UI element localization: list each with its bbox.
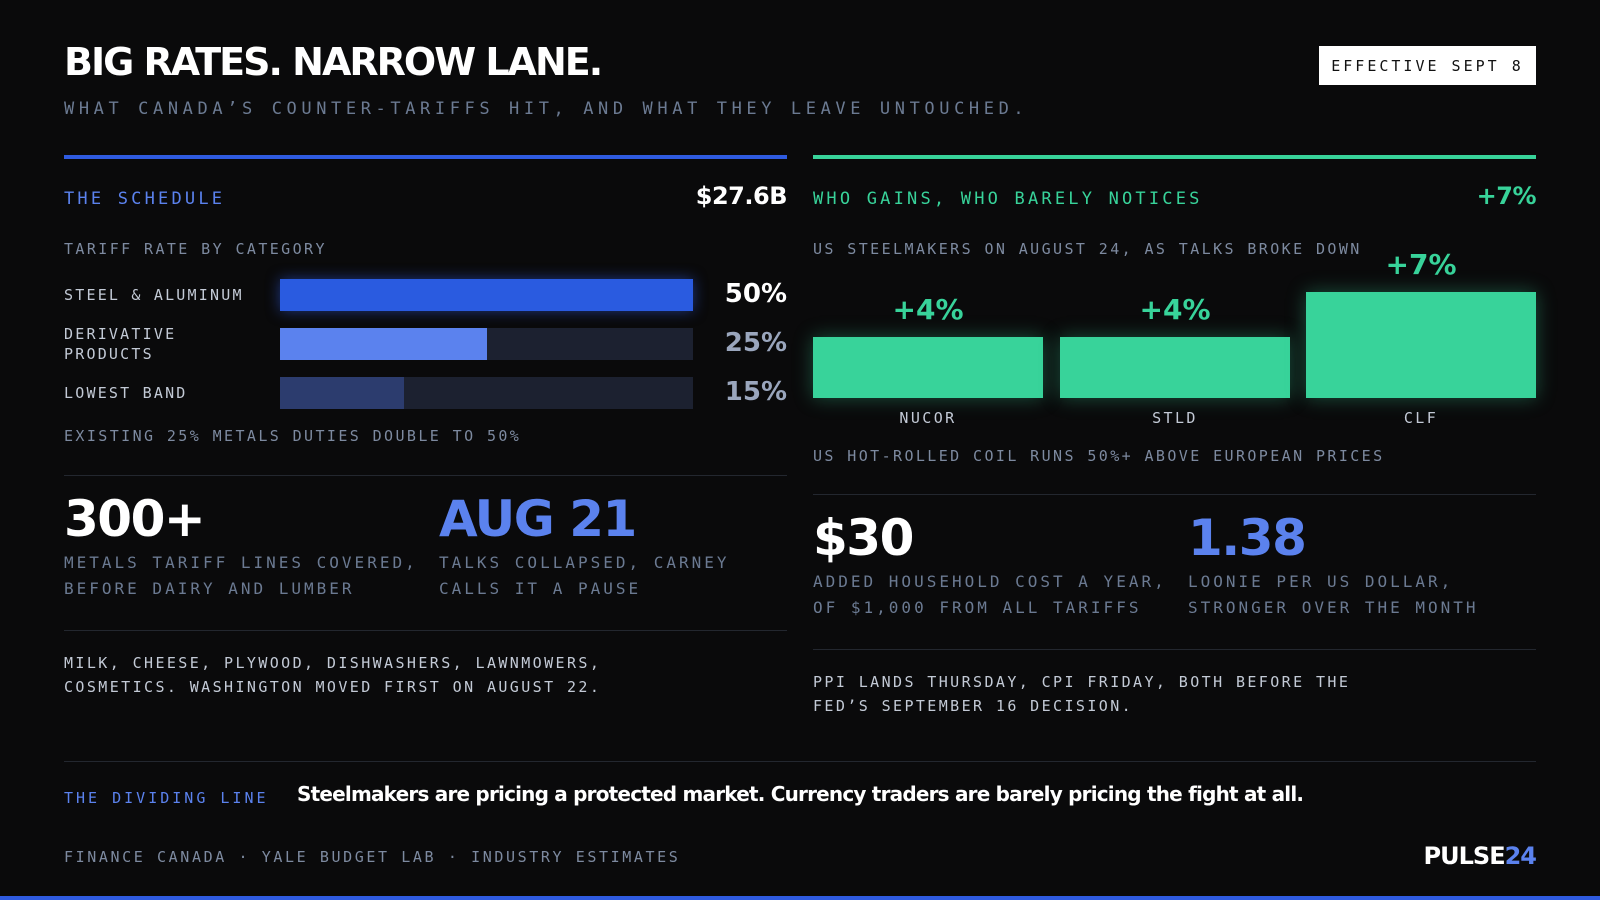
bar-label-derivative-products: DERIVATIVE PRODUCTS (64, 325, 177, 363)
stat-loonie-desc-1: LOONIE PER US DOLLAR, (1188, 572, 1454, 591)
left-panel-top-rule (64, 155, 787, 159)
left-divider-1 (64, 475, 787, 476)
right-note-line-2: FED’S SEPTEMBER 16 DECISION. (813, 697, 1134, 715)
bar-value-clf: +7% (1385, 248, 1457, 281)
bar-stld (1060, 337, 1290, 398)
stat-talks-date-value: AUG 21 (439, 490, 637, 548)
stat-household-cost-desc-2: OF $1,000 FROM ALL TARIFFS (813, 598, 1142, 617)
stat-household-cost-value: $30 (813, 509, 914, 567)
schedule-section-label: THE SCHEDULE (64, 189, 226, 209)
bar-value-lowest-band: 15% (724, 377, 787, 407)
logo-main-text: PULSE (1423, 842, 1506, 870)
page-title: BIG RATES. NARROW LANE. (64, 40, 603, 84)
left-note-line-1: MILK, CHEESE, PLYWOOD, DISHWASHERS, LAWN… (64, 654, 602, 672)
gains-headline-value: +7% (1476, 182, 1537, 210)
tariff-chart-label: TARIFF RATE BY CATEGORY (64, 240, 327, 258)
tariff-chart-note: EXISTING 25% METALS DUTIES DOUBLE TO 50% (64, 427, 522, 445)
bar-clf (1306, 292, 1536, 398)
pulse24-logo: PULSE24 (1423, 842, 1537, 870)
left-divider-2 (64, 630, 787, 631)
bar-fill-steel-aluminum (280, 279, 693, 311)
stat-loonie-desc-2: STRONGER OVER THE MONTH (1188, 598, 1479, 617)
bar-value-derivative-products: 25% (724, 328, 787, 358)
effective-date-badge: EFFECTIVE SEPT 8 (1319, 46, 1536, 85)
stat-talks-date-desc-2: CALLS IT A PAUSE (439, 579, 642, 598)
bar-label-lowest-band: LOWEST BAND (64, 384, 188, 402)
bar-track-steel-aluminum (280, 279, 693, 311)
right-note-line-1: PPI LANDS THURSDAY, CPI FRIDAY, BOTH BEF… (813, 673, 1351, 691)
sources-line: FINANCE CANADA · YALE BUDGET LAB · INDUS… (64, 848, 681, 866)
bar-value-stld: +4% (1139, 293, 1211, 326)
dividing-line-text: Steelmakers are pricing a protected mark… (297, 782, 1304, 806)
gains-section-label: WHO GAINS, WHO BARELY NOTICES (813, 189, 1203, 209)
bar-fill-derivative-products (280, 328, 487, 360)
bar-nucor (813, 337, 1043, 398)
bottom-accent-bar (0, 896, 1600, 900)
bar-track-derivative-products (280, 328, 693, 360)
bar-value-nucor: +4% (892, 293, 964, 326)
logo-accent-text: 24 (1504, 842, 1537, 870)
ticker-label-stld: STLD (1152, 409, 1198, 427)
bar-track-lowest-band (280, 377, 693, 409)
stat-household-cost-desc-1: ADDED HOUSEHOLD COST A YEAR, (813, 572, 1167, 591)
stat-tariff-lines-value: 300+ (64, 490, 206, 548)
ticker-label-clf: CLF (1403, 409, 1439, 427)
stat-tariff-lines-desc-2: BEFORE DAIRY AND LUMBER (64, 579, 355, 598)
steelmakers-chart-note: US HOT-ROLLED COIL RUNS 50%+ ABOVE EUROP… (813, 447, 1385, 465)
stat-loonie-value: 1.38 (1188, 509, 1307, 567)
page-subtitle: WHAT CANADA’S COUNTER-TARIFFS HIT, AND W… (64, 99, 1029, 119)
right-divider-1 (813, 494, 1536, 495)
left-note-line-2: COSMETICS. WASHINGTON MOVED FIRST ON AUG… (64, 678, 602, 696)
right-panel-top-rule (813, 155, 1536, 159)
bar-value-steel-aluminum: 50% (724, 279, 787, 309)
ticker-label-nucor: NUCOR (899, 409, 957, 427)
stat-tariff-lines-desc-1: METALS TARIFF LINES COVERED, (64, 553, 418, 572)
schedule-total-value: $27.6B (695, 182, 788, 210)
footer-divider (64, 761, 1536, 762)
bar-fill-lowest-band (280, 377, 404, 409)
steelmakers-chart-label: US STEELMAKERS ON AUGUST 24, AS TALKS BR… (813, 240, 1362, 258)
bar-label-steel-aluminum: STEEL & ALUMINUM (64, 286, 244, 304)
right-divider-2 (813, 649, 1536, 650)
stat-talks-date-desc-1: TALKS COLLAPSED, CARNEY (439, 553, 730, 572)
dividing-line-label: THE DIVIDING LINE (64, 789, 269, 807)
